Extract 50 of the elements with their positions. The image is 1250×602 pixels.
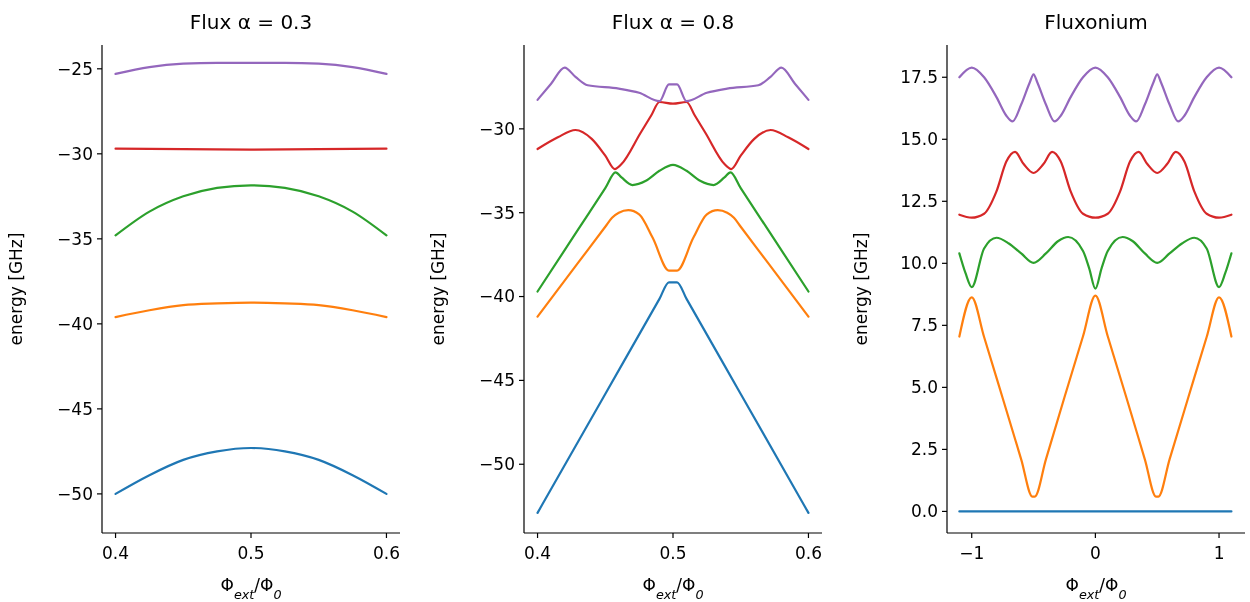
line-series: [958, 235, 1233, 290]
chart-title: Fluxonium: [1044, 10, 1148, 34]
x-tick-label: −1: [959, 543, 985, 563]
line-series: [114, 446, 388, 495]
y-tick-label: 17.5: [900, 67, 938, 88]
x-tick-label: 0.5: [659, 543, 687, 563]
y-tick-label: −35: [479, 202, 515, 223]
x-axis-title: Φ$_{ext}$/Φ$_{0}$: [1065, 575, 1127, 602]
y-tick-label: −50: [57, 483, 93, 504]
x-tick-label: 0.5: [237, 543, 265, 563]
y-tick-label: 0.0: [910, 501, 938, 522]
line-series: [114, 301, 388, 319]
y-axis-title: energy [GHz]: [428, 232, 448, 346]
y-tick-label: −40: [479, 286, 515, 307]
chart-title: Flux α = 0.3: [189, 10, 313, 34]
y-tick-label: 10.0: [900, 253, 938, 274]
x-tick-label: 0.4: [102, 543, 130, 563]
y-tick-label: −25: [57, 58, 93, 79]
x-tick-label: 0.6: [372, 543, 400, 563]
chart-title: Flux α = 0.8: [611, 10, 735, 34]
line-series: [536, 66, 810, 103]
x-tick-label: 0.4: [524, 543, 552, 563]
line-series: [114, 184, 388, 237]
y-tick-label: −40: [57, 313, 93, 334]
x-axis-title: Φ$_{ext}$/Φ$_{0}$: [220, 575, 282, 602]
x-tick-label: 0: [1089, 543, 1101, 563]
x-tick-label: 1: [1213, 543, 1225, 563]
y-tick-label: −35: [57, 228, 93, 249]
line-series: [958, 66, 1233, 123]
y-tick-label: 2.5: [910, 439, 938, 460]
y-tick-label: 7.5: [910, 315, 938, 336]
y-tick-label: −30: [479, 118, 515, 139]
x-axis-title: Φ$_{ext}$/Φ$_{0}$: [642, 575, 704, 602]
line-series: [958, 294, 1233, 498]
x-tick-label: 0.6: [794, 543, 822, 563]
y-tick-label: −50: [479, 454, 515, 475]
y-tick-label: −45: [57, 398, 93, 419]
y-tick-label: −45: [479, 370, 515, 391]
y-axis-title: energy [GHz]: [6, 232, 26, 346]
y-axis-title: energy [GHz]: [851, 232, 871, 346]
y-tick-label: 15.0: [900, 129, 938, 150]
line-series: [958, 150, 1233, 219]
y-tick-label: −30: [57, 143, 93, 164]
line-series: [536, 100, 810, 171]
y-tick-label: 12.5: [900, 191, 938, 212]
line-series: [536, 163, 810, 293]
line-series: [114, 61, 388, 76]
line-series: [536, 209, 810, 318]
line-series: [536, 281, 810, 514]
y-tick-label: 5.0: [910, 377, 938, 398]
